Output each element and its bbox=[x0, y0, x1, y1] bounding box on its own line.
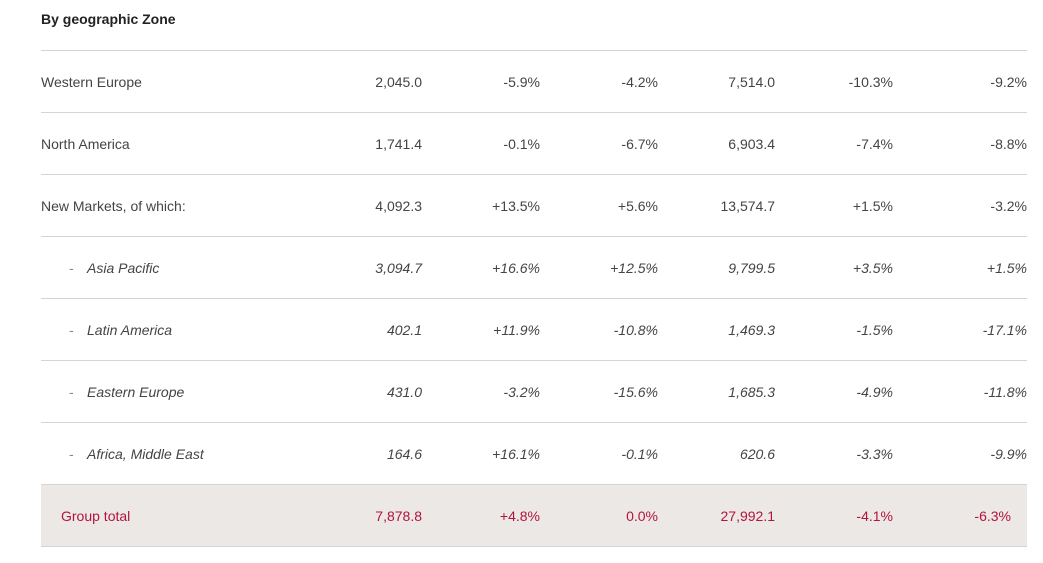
value-cell: 620.6 bbox=[658, 422, 775, 485]
sub-item-marker: - bbox=[69, 259, 74, 276]
value-cell: -5.9% bbox=[422, 50, 540, 113]
value-cell: -8.8% bbox=[893, 112, 1027, 175]
total-row: Group total 7,878.8 +4.8% 0.0% 27,992.1 -4.1%… bbox=[41, 484, 1027, 547]
value-cell: -4.1% bbox=[775, 484, 893, 547]
table-row: North America 1,741.4 -0.1% -6.7% 6,903.4 -7.… bbox=[41, 112, 1027, 175]
zone-label: North America bbox=[41, 135, 130, 152]
value-cell: 402.1 bbox=[321, 298, 422, 361]
geographic-zone-table: Western Europe 2,045.0 -5.9% -4.2% 7,514.0 -1… bbox=[41, 50, 1027, 547]
zone-label-cell: - Eastern Europe bbox=[41, 360, 321, 423]
value-cell: -0.1% bbox=[422, 112, 540, 175]
zone-label-cell: - Africa, Middle East bbox=[41, 422, 321, 485]
table-row: Western Europe 2,045.0 -5.9% -4.2% 7,514.0 -1… bbox=[41, 50, 1027, 113]
value-cell: -1.5% bbox=[775, 298, 893, 361]
zone-label: Africa, Middle East bbox=[87, 445, 204, 462]
value-cell: +13.5% bbox=[422, 174, 540, 237]
value-cell: 27,992.1 bbox=[658, 484, 775, 547]
zone-label: Eastern Europe bbox=[87, 383, 185, 400]
value-cell: +12.5% bbox=[540, 236, 658, 299]
value-cell: -4.9% bbox=[775, 360, 893, 423]
zone-label-cell: Western Europe bbox=[41, 50, 321, 113]
value-cell: +5.6% bbox=[540, 174, 658, 237]
zone-label-cell: North America bbox=[41, 112, 321, 175]
section-title: By geographic Zone bbox=[41, 11, 176, 27]
value-cell: 9,799.5 bbox=[658, 236, 775, 299]
table-row: New Markets, of which: 4,092.3 +13.5% +5.6%… bbox=[41, 174, 1027, 237]
zone-label: Western Europe bbox=[41, 73, 142, 90]
zone-label: Asia Pacific bbox=[87, 259, 160, 276]
value-cell: 2,045.0 bbox=[321, 50, 422, 113]
table-row: - Eastern Europe 431.0 -3.2% -15.6% 1,685.3 -4… bbox=[41, 360, 1027, 423]
zone-label: Latin America bbox=[87, 321, 173, 338]
zone-label-cell: - Latin America bbox=[41, 298, 321, 361]
zone-label-cell: New Markets, of which: bbox=[41, 174, 321, 237]
value-cell: -11.8% bbox=[893, 360, 1027, 423]
value-cell: -3.2% bbox=[893, 174, 1027, 237]
sub-item-marker: - bbox=[69, 321, 74, 338]
table-body: Western Europe 2,045.0 -5.9% -4.2% 7,514.0 -1… bbox=[41, 50, 1027, 547]
value-cell: 431.0 bbox=[321, 360, 422, 423]
sub-item-marker: - bbox=[69, 445, 74, 462]
value-cell: +1.5% bbox=[893, 236, 1027, 299]
value-cell: -17.1% bbox=[893, 298, 1027, 361]
value-cell: -9.2% bbox=[893, 50, 1027, 113]
value-cell: +16.1% bbox=[422, 422, 540, 485]
value-cell: 7,878.8 bbox=[321, 484, 422, 547]
sub-item-marker: - bbox=[69, 383, 74, 400]
value-cell: -9.9% bbox=[893, 422, 1027, 485]
value-cell: +4.8% bbox=[422, 484, 540, 547]
table-row: - Asia Pacific 3,094.7 +16.6% +12.5% 9,799.5 +… bbox=[41, 236, 1027, 299]
table-row: - Africa, Middle East 164.6 +16.1% -0.1% 620.… bbox=[41, 422, 1027, 485]
value-cell: -3.2% bbox=[422, 360, 540, 423]
total-label-cell: Group total bbox=[41, 484, 321, 547]
value-cell: 7,514.0 bbox=[658, 50, 775, 113]
value-cell: 13,574.7 bbox=[658, 174, 775, 237]
value-cell: 0.0% bbox=[540, 484, 658, 547]
total-label: Group total bbox=[61, 507, 131, 524]
value-cell: +3.5% bbox=[775, 236, 893, 299]
value-cell: +1.5% bbox=[775, 174, 893, 237]
value-cell: -7.4% bbox=[775, 112, 893, 175]
zone-label: New Markets, of which: bbox=[41, 197, 186, 214]
value-cell: -6.7% bbox=[540, 112, 658, 175]
zone-label-cell: - Asia Pacific bbox=[41, 236, 321, 299]
value-cell: -10.3% bbox=[775, 50, 893, 113]
table-row: - Latin America 402.1 +11.9% -10.8% 1,469.3 -1… bbox=[41, 298, 1027, 361]
value-cell: -3.3% bbox=[775, 422, 893, 485]
value-cell: -6.3% bbox=[893, 484, 1027, 547]
value-cell: 1,741.4 bbox=[321, 112, 422, 175]
value-cell: -15.6% bbox=[540, 360, 658, 423]
value-cell: 6,903.4 bbox=[658, 112, 775, 175]
value-cell: 164.6 bbox=[321, 422, 422, 485]
value-cell: +16.6% bbox=[422, 236, 540, 299]
value-cell: 4,092.3 bbox=[321, 174, 422, 237]
value-cell: -0.1% bbox=[540, 422, 658, 485]
value-cell: 3,094.7 bbox=[321, 236, 422, 299]
value-cell: -4.2% bbox=[540, 50, 658, 113]
value-cell: +11.9% bbox=[422, 298, 540, 361]
value-cell: 1,685.3 bbox=[658, 360, 775, 423]
value-cell: 1,469.3 bbox=[658, 298, 775, 361]
value-cell: -10.8% bbox=[540, 298, 658, 361]
